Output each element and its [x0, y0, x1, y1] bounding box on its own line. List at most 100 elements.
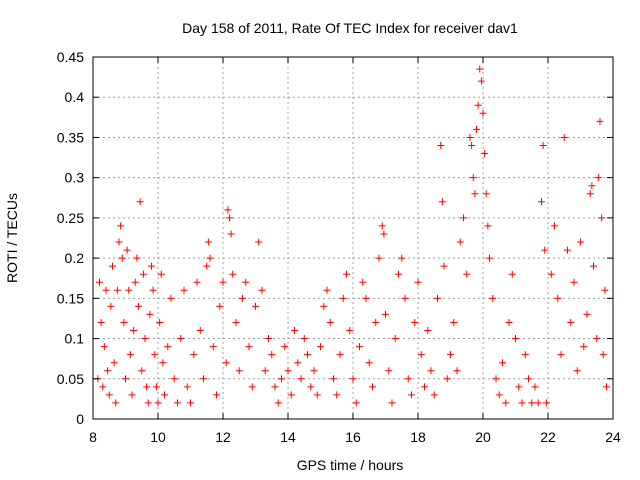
- data-point: [313, 391, 321, 399]
- data-point: [112, 399, 120, 407]
- data-point: [599, 351, 607, 359]
- data-point: [554, 294, 562, 302]
- data-point: [508, 270, 516, 278]
- data-point: [512, 335, 519, 343]
- grid: [93, 57, 613, 419]
- data-point: [135, 302, 142, 310]
- data-point: [468, 141, 476, 149]
- data-point: [598, 214, 606, 222]
- data-point: [395, 270, 402, 278]
- data-point: [126, 351, 134, 359]
- data-point: [570, 278, 578, 286]
- data-point: [164, 343, 172, 351]
- data-point: [471, 190, 479, 198]
- data-point: [310, 367, 318, 375]
- data-point: [154, 399, 162, 407]
- x-axis-label: GPS time / hours: [297, 457, 404, 473]
- data-point: [417, 351, 425, 359]
- data-point: [258, 286, 266, 294]
- data-point: [583, 310, 591, 318]
- data-point: [183, 383, 191, 391]
- data-point: [274, 399, 282, 407]
- data-point: [531, 383, 539, 391]
- data-point: [226, 214, 233, 222]
- data-point: [118, 254, 126, 262]
- data-point: [534, 399, 542, 407]
- data-point: [541, 246, 549, 254]
- data-point: [499, 359, 506, 367]
- data-point: [96, 278, 103, 286]
- data-point: [466, 133, 474, 141]
- data-point: [479, 109, 487, 117]
- data-point: [603, 383, 610, 391]
- data-point: [261, 367, 269, 375]
- data-point: [346, 327, 354, 335]
- data-point: [152, 383, 160, 391]
- data-point: [349, 375, 357, 383]
- data-point: [528, 399, 536, 407]
- data-point: [404, 375, 412, 383]
- data-point: [203, 262, 211, 270]
- y-tick-label: 0: [76, 411, 84, 427]
- data-point: [157, 270, 165, 278]
- data-point: [144, 399, 152, 407]
- data-point: [146, 310, 154, 318]
- data-point: [333, 391, 341, 399]
- data-point: [141, 335, 149, 343]
- data-point: [287, 391, 295, 399]
- x-tick-label: 8: [89, 429, 97, 445]
- data-point: [307, 383, 315, 391]
- y-tick-label: 0.1: [65, 331, 85, 347]
- data-point: [130, 327, 138, 335]
- x-axis-ticks: 8 10 12 14 16 18 20 22 24: [89, 57, 621, 445]
- data-point: [573, 367, 581, 375]
- x-tick-label: 12: [215, 429, 231, 445]
- data-point: [593, 335, 601, 343]
- data-point: [177, 335, 185, 343]
- data-point: [437, 141, 445, 149]
- data-point: [586, 190, 594, 198]
- data-point: [139, 270, 147, 278]
- data-point: [252, 302, 259, 310]
- data-point: [542, 399, 550, 407]
- data-point: [492, 375, 500, 383]
- data-point: [336, 351, 344, 359]
- data-point: [601, 286, 609, 294]
- data-point: [408, 391, 415, 399]
- data-point: [245, 343, 253, 351]
- y-tick-label: 0.05: [57, 371, 84, 387]
- data-point: [156, 318, 164, 326]
- x-tick-label: 10: [150, 429, 166, 445]
- data-point: [382, 310, 389, 318]
- data-point: [430, 391, 438, 399]
- data-point: [115, 238, 123, 246]
- data-point: [551, 222, 558, 230]
- data-point: [447, 351, 454, 359]
- data-point: [560, 133, 568, 141]
- y-tick-label: 0.45: [57, 49, 84, 65]
- data-point: [229, 270, 237, 278]
- data-point: [438, 198, 446, 206]
- data-point: [421, 383, 428, 391]
- data-point: [482, 190, 490, 198]
- data-point: [476, 65, 484, 73]
- data-point: [209, 343, 217, 351]
- data-point: [235, 367, 243, 375]
- data-point: [456, 238, 464, 246]
- data-point: [463, 270, 471, 278]
- data-point: [138, 367, 146, 375]
- data-point: [167, 294, 175, 302]
- data-point: [495, 391, 503, 399]
- data-point: [477, 77, 485, 85]
- data-point: [525, 375, 532, 383]
- data-point: [187, 399, 194, 407]
- data-point: [385, 367, 393, 375]
- data-point: [125, 286, 133, 294]
- data-point: [515, 383, 523, 391]
- data-point: [227, 230, 235, 238]
- data-point: [469, 174, 477, 182]
- data-point: [222, 359, 230, 367]
- data-point: [362, 294, 370, 302]
- data-point: [388, 399, 396, 407]
- data-point: [148, 262, 155, 270]
